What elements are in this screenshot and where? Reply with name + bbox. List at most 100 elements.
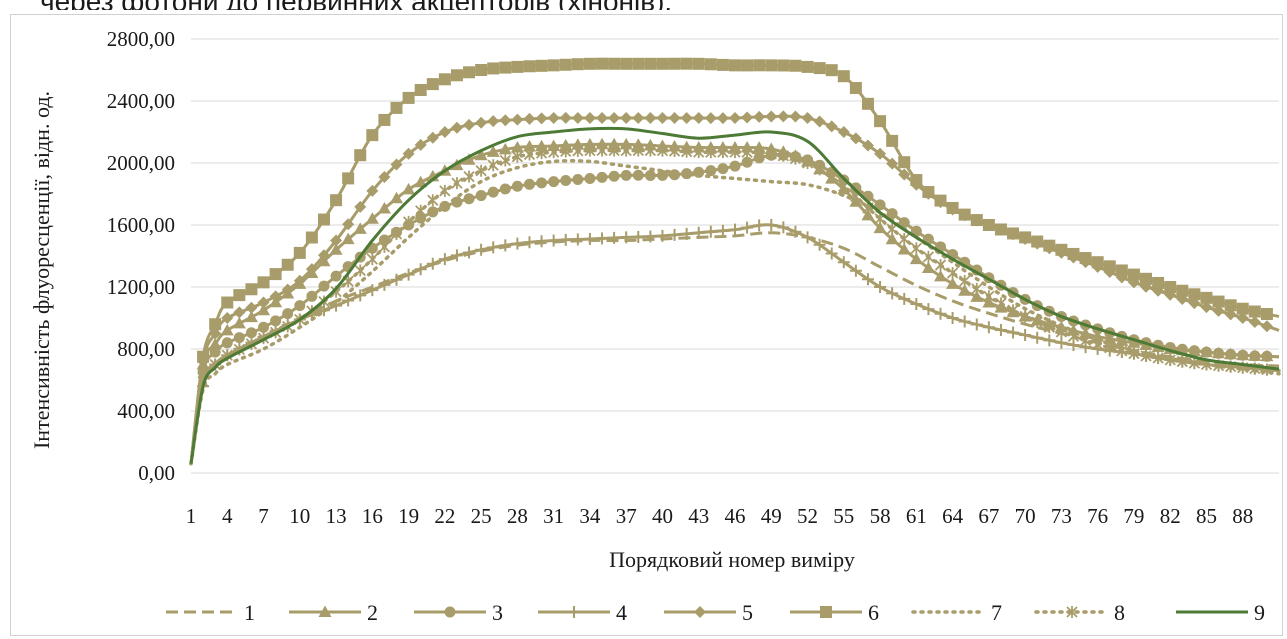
data-point — [765, 110, 778, 123]
data-point — [233, 332, 245, 344]
legend-label: 4 — [616, 600, 627, 625]
legend-label: 3 — [492, 600, 503, 625]
data-point — [414, 138, 427, 151]
data-point — [438, 73, 451, 86]
data-point — [487, 62, 500, 75]
data-point — [1091, 330, 1105, 342]
data-point — [245, 283, 258, 296]
x-tick-label: 85 — [1196, 504, 1217, 528]
data-point — [644, 57, 657, 70]
data-point — [694, 606, 706, 618]
x-tick-label: 58 — [870, 504, 891, 528]
data-point — [886, 208, 898, 220]
data-point — [282, 308, 294, 320]
data-point — [1115, 264, 1128, 277]
data-point — [741, 156, 753, 168]
data-point — [669, 169, 681, 181]
data-point — [789, 110, 802, 123]
series-6 — [189, 57, 1280, 464]
data-point — [221, 296, 234, 309]
series-line — [189, 148, 1281, 466]
data-point — [777, 110, 790, 123]
data-point — [1140, 272, 1153, 285]
legend-item-9: 9 — [1176, 600, 1265, 625]
data-point — [801, 157, 814, 169]
data-point — [644, 144, 657, 157]
data-point — [1213, 347, 1225, 359]
x-tick-label: 49 — [761, 504, 782, 528]
data-point — [982, 218, 995, 231]
data-point — [486, 145, 500, 157]
x-tick-label: 64 — [942, 504, 964, 528]
data-point — [499, 183, 511, 195]
data-point — [583, 57, 596, 70]
data-point — [898, 217, 910, 229]
data-point — [317, 213, 330, 226]
data-point — [366, 129, 379, 142]
data-point — [450, 121, 463, 134]
data-point — [568, 606, 580, 618]
data-point — [366, 184, 379, 197]
data-point — [898, 292, 911, 305]
data-point — [1043, 334, 1056, 347]
data-point — [982, 321, 995, 334]
data-point — [245, 327, 257, 339]
data-point — [789, 59, 802, 72]
data-point — [330, 234, 343, 247]
series-line — [189, 159, 1281, 466]
data-point — [1236, 311, 1249, 324]
data-point — [656, 144, 669, 157]
x-tick-label: 7 — [258, 504, 269, 528]
data-point — [1055, 325, 1068, 338]
data-point — [1092, 338, 1104, 351]
data-point — [910, 174, 923, 187]
data-point — [644, 112, 657, 125]
y-tick-label: 2800,00 — [107, 27, 175, 51]
data-point — [523, 236, 536, 249]
data-point — [596, 57, 609, 70]
data-point — [559, 233, 572, 246]
data-point — [548, 176, 560, 188]
data-point — [1055, 336, 1068, 349]
data-point — [1127, 268, 1140, 281]
y-tick-label: 2000,00 — [107, 151, 175, 175]
data-point — [910, 242, 922, 255]
data-point — [583, 112, 596, 125]
data-point — [1031, 316, 1043, 329]
data-point — [897, 243, 911, 255]
data-point — [813, 115, 826, 128]
data-point — [1031, 331, 1044, 344]
grid-lines — [191, 38, 1279, 474]
data-point — [390, 273, 403, 286]
data-point — [354, 264, 366, 277]
x-axis-title: Порядковий номер виміру — [609, 547, 855, 572]
y-tick-label: 1600,00 — [107, 213, 175, 237]
data-point — [197, 350, 210, 363]
data-point — [572, 144, 584, 157]
data-point — [535, 112, 548, 125]
legend-item-7: 7 — [911, 600, 1002, 625]
legend-label: 8 — [1114, 600, 1125, 625]
data-point — [306, 290, 318, 302]
data-point — [257, 296, 270, 309]
data-point — [1067, 247, 1080, 260]
data-point — [1066, 606, 1078, 618]
data-point — [1152, 352, 1164, 365]
data-point — [801, 60, 814, 73]
data-point — [390, 101, 403, 114]
data-point — [753, 110, 766, 123]
data-point — [232, 316, 246, 329]
data-point — [886, 287, 899, 300]
data-point — [777, 221, 790, 234]
data-point — [257, 276, 270, 289]
data-point — [680, 112, 693, 125]
series-lines — [189, 57, 1281, 466]
data-point — [874, 115, 887, 128]
data-point — [620, 112, 633, 125]
data-point — [898, 156, 911, 169]
legend-label: 2 — [367, 600, 378, 625]
data-point — [608, 170, 620, 182]
x-tick-label: 1 — [186, 504, 197, 528]
data-point — [463, 193, 475, 205]
data-point — [632, 57, 645, 70]
